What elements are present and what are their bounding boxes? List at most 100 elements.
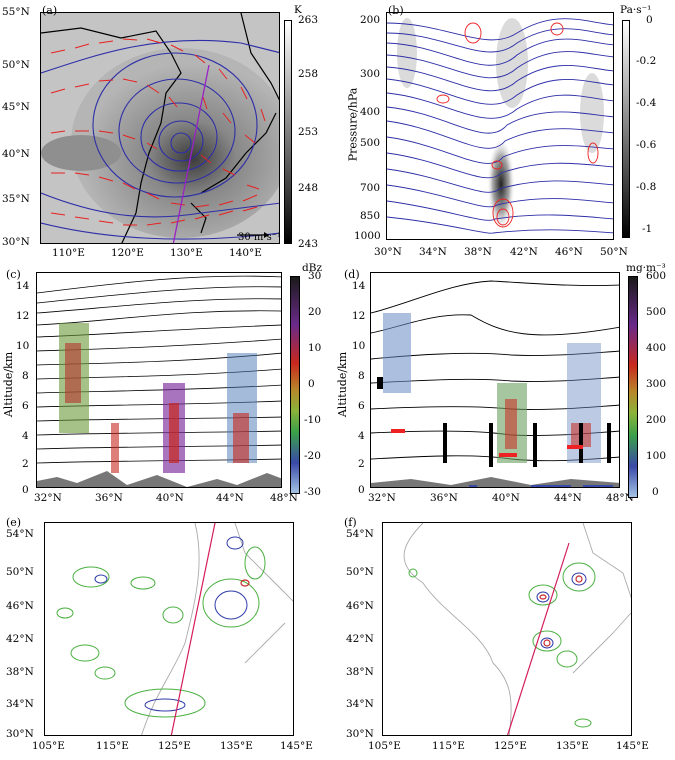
panel-e-lat-tick: 42°N — [6, 633, 34, 645]
panel-c-colorbar-tick: 10 — [308, 342, 322, 354]
panel-e-map — [44, 522, 294, 736]
panel-c-section — [36, 272, 282, 488]
panel-f-lat-tick: 54°N — [346, 528, 374, 540]
panel-a-letter: (a) — [42, 4, 58, 17]
panel-b-colorbar-tick: -0.6 — [636, 139, 657, 151]
panel-f-lat-tick: 30°N — [346, 728, 374, 740]
panel-e-lat-tick: 46°N — [6, 600, 34, 612]
panel-d-section — [370, 272, 620, 488]
panel-b-p-tick: 200 — [360, 14, 381, 26]
panel-d-z-tick: 14 — [352, 280, 366, 292]
panel-a-colorbar-unit: K — [294, 4, 302, 16]
panel-d-z-tick: 2 — [358, 458, 365, 470]
panel-f-map — [382, 522, 632, 736]
panel-c-z-tick: 0 — [22, 484, 29, 496]
panel-a-colorbar-tick: 248 — [298, 182, 319, 194]
panel-b-ylabel: Pressure/hPa — [346, 87, 360, 162]
panel-c-z-tick: 4 — [22, 430, 29, 442]
panel-c-colorbar — [290, 276, 300, 494]
panel-b-colorbar-tick: -0.8 — [636, 181, 657, 193]
panel-a-lat-tick: 40°N — [2, 148, 30, 160]
panel-a-lon-tick: 140°E — [229, 247, 262, 259]
panel-d: (d) Altitude/km 14 12 10 8 6 4 2 0 32°N … — [336, 262, 675, 512]
panel-f-letter: (f) — [344, 516, 357, 529]
panel-c-ylabel: Altitude/km — [2, 351, 16, 418]
panel-b-p-tick: 700 — [360, 182, 381, 194]
panel-c-colorbar-unit: dBz — [302, 262, 322, 274]
panel-d-z-tick: 10 — [352, 340, 366, 352]
panel-d-lat-tick: 36°N — [430, 492, 458, 504]
panel-c-z-tick: 2 — [22, 458, 29, 470]
panel-b-section — [386, 12, 614, 240]
panel-f-graphics — [403, 523, 631, 735]
panel-c-colorbar-tick: -30 — [304, 486, 321, 498]
panel-a-map — [40, 12, 280, 244]
panel-c-z-tick: 14 — [16, 280, 30, 292]
panel-d-z-tick: 6 — [358, 400, 365, 412]
panel-c-colorbar-tick: 0 — [308, 378, 315, 390]
panel-d-colorbar-tick: 500 — [646, 306, 667, 318]
panel-b-colorbar — [622, 20, 630, 238]
panel-e-letter: (e) — [6, 516, 22, 529]
panel-c-lat-tick: 48°N — [270, 492, 298, 504]
panel-d-lat-tick: 32°N — [368, 492, 396, 504]
panel-d-colorbar-tick: 0 — [652, 486, 659, 498]
panel-f-lat-tick: 38°N — [346, 666, 374, 678]
panel-a-vector-label: 30 m·s⁻¹ — [238, 232, 281, 243]
panel-e-lon-tick: 125°E — [158, 740, 191, 752]
panel-d-ylabel: Altitude/km — [336, 351, 350, 418]
panel-c-colorbar-tick: -20 — [304, 450, 321, 462]
panel-b-colorbar-tick: -0.4 — [636, 97, 657, 109]
panel-c-colorbar-tick: -10 — [304, 414, 321, 426]
panel-d-z-tick: 4 — [358, 430, 365, 442]
panel-a-lat-tick: 35°N — [2, 193, 30, 205]
panel-c-lat-tick: 36°N — [95, 492, 123, 504]
panel-d-lat-tick: 48°N — [606, 492, 634, 504]
panel-b-p-tick: 500 — [360, 137, 381, 149]
panel-f-lon-tick: 105°E — [368, 740, 401, 752]
panel-a-lat-tick: 55°N — [2, 6, 30, 18]
panel-d-lat-tick: 40°N — [492, 492, 520, 504]
panel-c: (c) Altitude/km 14 12 10 8 6 4 2 0 32°N … — [0, 262, 340, 512]
panel-a-graphics — [41, 13, 279, 243]
panel-a-lat-tick: 30°N — [2, 236, 30, 248]
panel-d-z-tick: 0 — [358, 484, 365, 496]
panel-b-lat-tick: 50°N — [600, 246, 628, 258]
panel-f-lon-tick: 145°E — [616, 740, 649, 752]
panel-a-lon-tick: 130°E — [170, 247, 203, 259]
panel-c-z-tick: 6 — [22, 400, 29, 412]
panel-f-lon-tick: 135°E — [556, 740, 589, 752]
panel-d-colorbar — [628, 276, 638, 498]
panel-a-colorbar — [284, 20, 292, 244]
panel-d-colorbar-tick: 200 — [646, 414, 667, 426]
panel-f-lat-tick: 50°N — [346, 566, 374, 578]
panel-d-colorbar-tick: 300 — [646, 378, 667, 390]
panel-a-colorbar-tick: 243 — [298, 238, 319, 250]
panel-d-z-tick: 12 — [352, 310, 366, 322]
panel-d-colorbar-tick: 100 — [646, 450, 667, 462]
panel-f-lat-tick: 46°N — [346, 600, 374, 612]
panel-d-colorbar-tick: 400 — [646, 342, 667, 354]
panel-b-p-tick: 400 — [360, 106, 381, 118]
panel-d-lat-tick: 44°N — [554, 492, 582, 504]
panel-b: (b) Pressure/hPa 200 300 400 500 700 850… — [340, 0, 675, 262]
panel-b-p-tick: 850 — [360, 210, 381, 222]
panel-e-lon-tick: 145°E — [280, 740, 313, 752]
panel-b-colorbar-tick: 0 — [646, 14, 653, 26]
panel-a-lon-tick: 110°E — [52, 247, 85, 259]
panel-b-colorbar-tick: -0.2 — [636, 55, 657, 67]
panel-c-z-tick: 10 — [16, 340, 30, 352]
panel-e-lat-tick: 50°N — [6, 566, 34, 578]
panel-a-lat-tick: 50°N — [2, 59, 30, 71]
panel-b-p-tick: 1000 — [354, 230, 381, 242]
panel-d-colorbar-unit: mg·m⁻³ — [626, 262, 666, 274]
panel-a-lon-tick: 120°E — [111, 247, 144, 259]
panel-c-colorbar-tick: 30 — [308, 270, 322, 282]
panel-e-lon-tick: 105°E — [32, 740, 65, 752]
panel-b-graphics — [387, 18, 613, 237]
panel-e-lat-tick: 30°N — [6, 728, 34, 740]
panel-d-letter: (d) — [344, 268, 360, 281]
panel-c-z-tick: 12 — [16, 310, 30, 322]
panel-b-lat-tick: 30°N — [374, 246, 402, 258]
panel-c-lat-tick: 32°N — [34, 492, 62, 504]
